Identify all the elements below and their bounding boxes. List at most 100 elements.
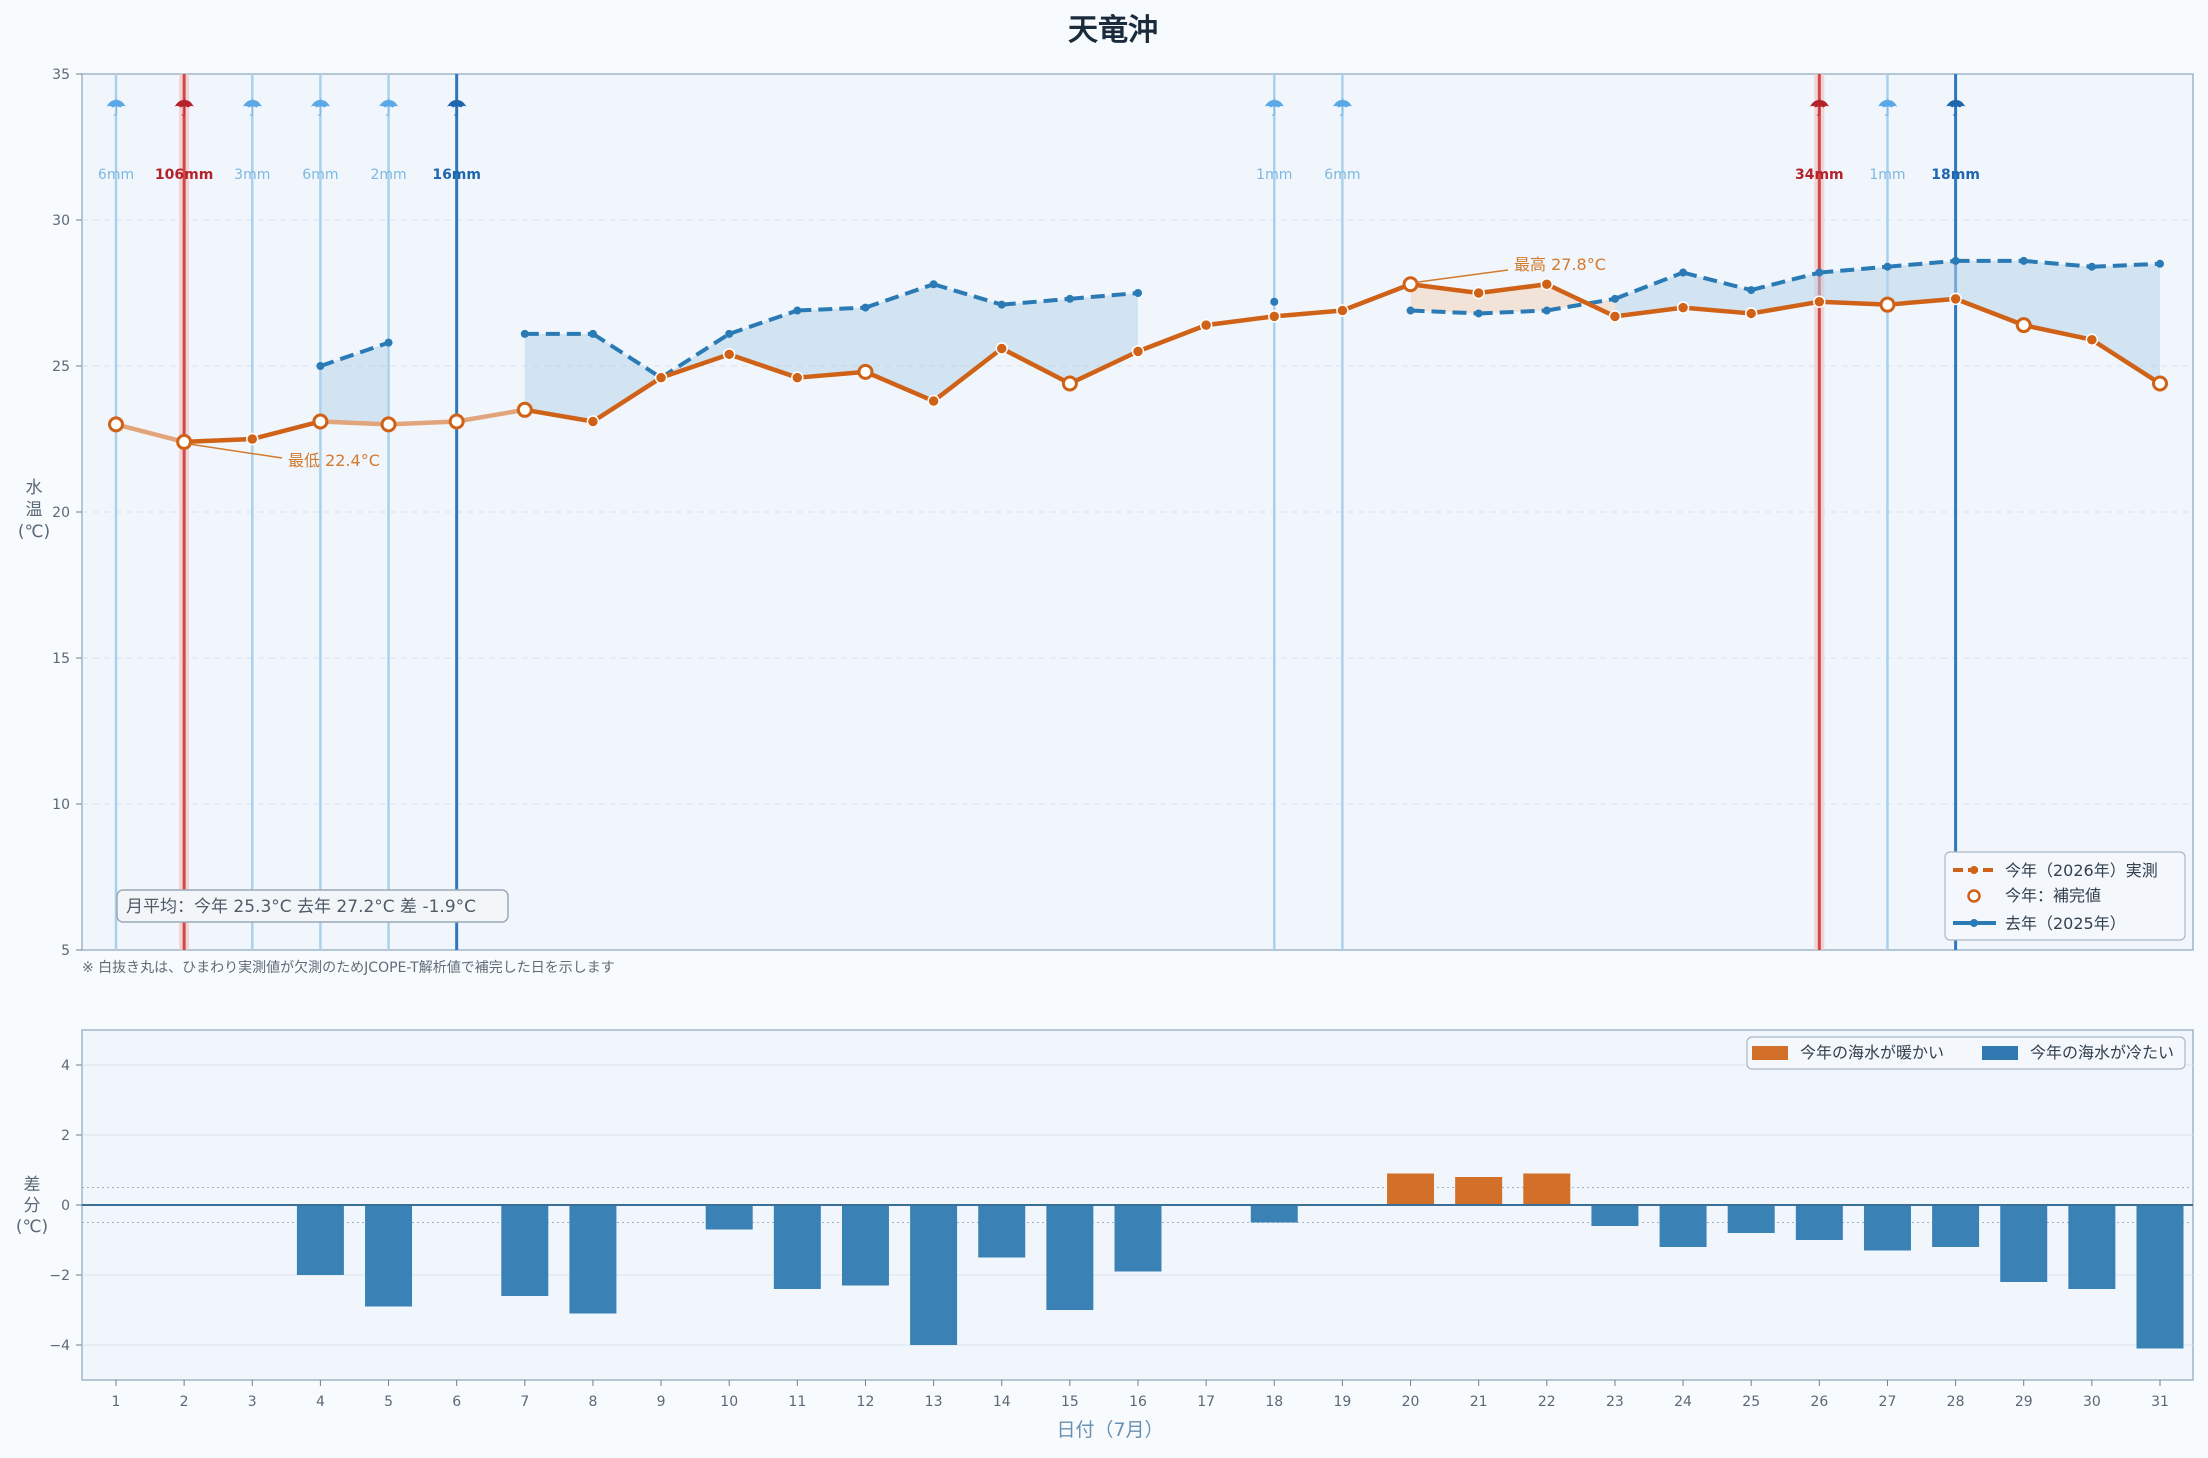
point-2026 <box>1540 277 1554 291</box>
point-2026 <box>927 394 940 408</box>
cold-diff-area <box>1614 272 1684 317</box>
series-line-2025 <box>797 305 866 313</box>
x-tick-label: 30 <box>2083 1394 2101 1410</box>
cold-bar <box>773 1205 821 1289</box>
x-tick-label: 4 <box>316 1394 325 1410</box>
series-line-2026 <box>1135 322 1209 354</box>
rain-label: 1mm <box>1869 167 1905 183</box>
cold-bar <box>365 1205 413 1307</box>
rain-label: 16mm <box>432 167 481 183</box>
series-line-2025 <box>1546 296 1616 313</box>
imputed-point-2026 <box>516 401 533 418</box>
series-line-2025 <box>728 308 798 336</box>
point-2026 <box>2085 333 2099 346</box>
legend-label-2026: 今年（2026年）実測 <box>2005 861 2158 880</box>
cold-diff-area <box>1887 260 1956 305</box>
x-tick-label: 18 <box>1265 1394 1283 1410</box>
point-2025 <box>2087 262 2096 271</box>
y-tick-label: 30 <box>52 213 70 229</box>
point-2025 <box>2019 256 2028 265</box>
cold-bar <box>2000 1205 2048 1282</box>
cold-bar <box>705 1205 753 1230</box>
series-line-2025 <box>319 340 390 368</box>
imputed-point-2026 <box>2152 375 2168 392</box>
point-2026 <box>1813 295 1826 309</box>
max-annotation-arrow <box>1416 269 1509 283</box>
point-2026 <box>1472 286 1485 300</box>
point-2026 <box>791 371 804 384</box>
cold-bar <box>2136 1205 2184 1349</box>
rain-label: 6mm <box>98 167 134 183</box>
point-2025 <box>1815 268 1824 277</box>
cold-bar <box>1659 1205 1707 1247</box>
imputed-point-2026 <box>1061 375 1078 392</box>
imputed-point-2026 <box>2015 317 2032 334</box>
umbrella-icon: ☂ <box>1945 94 1967 122</box>
point-2026 <box>995 342 1008 355</box>
point-2025 <box>1747 286 1756 295</box>
chart-title: 天竜沖 <box>1068 13 1158 48</box>
monthly-average-text: 月平均：今年 25.3°C 去年 27.2°C 差 -1.9°C <box>126 897 476 917</box>
cold-diff-area <box>933 284 1002 402</box>
series-line-2026 <box>1748 299 1822 316</box>
cold-diff-area <box>524 333 593 422</box>
point-2026 <box>1949 292 1962 306</box>
cold-bar <box>501 1205 549 1296</box>
point-2026 <box>1199 318 1213 332</box>
point-2025 <box>1883 262 1892 271</box>
x-tick-label: 22 <box>1538 1394 1556 1410</box>
imputed-point-2026 <box>380 416 397 433</box>
x-tick-label: 28 <box>1947 1394 1965 1410</box>
series-line-2025 <box>1614 270 1684 301</box>
y-tick-label: 25 <box>52 359 70 375</box>
y-tick-label: 35 <box>52 67 70 83</box>
rain-label: 6mm <box>302 167 338 183</box>
warm-bar <box>1455 1177 1503 1205</box>
series-line-2026 <box>1817 299 1890 307</box>
point-2025 <box>520 329 529 338</box>
series-line-2025 <box>1682 270 1752 293</box>
cold-diff-area <box>320 342 389 425</box>
umbrella-icon: ☂ <box>1809 94 1831 122</box>
cold-diff-area <box>661 333 730 378</box>
point-2025 <box>588 329 597 338</box>
series-line-2025 <box>1478 308 1547 316</box>
legend-swatch-cold <box>1982 1046 2018 1060</box>
series-line-2025 <box>1069 291 1139 301</box>
rain-label: 34mm <box>1795 167 1844 183</box>
series-line-2026 <box>113 422 187 445</box>
x-tick-label: 2 <box>180 1394 189 1410</box>
y-axis-label: 水温(℃) <box>18 478 50 542</box>
umbrella-icon: ☂ <box>1332 94 1354 122</box>
cold-diff-area <box>1069 293 1138 384</box>
point-2026 <box>654 371 668 384</box>
rain-label: 18mm <box>1931 167 1980 183</box>
y-tick-label: 5 <box>61 943 70 959</box>
cold-bar <box>1591 1205 1639 1226</box>
imputed-point-2026 <box>857 363 874 380</box>
x-tick-label: 31 <box>2151 1394 2169 1410</box>
point-2025 <box>929 280 938 289</box>
x-tick-label: 15 <box>1061 1394 1079 1410</box>
point-2026 <box>1744 307 1758 320</box>
cold-diff-area <box>797 307 866 378</box>
legend-label-imputed: 今年：補完値 <box>2005 886 2101 905</box>
cold-bar <box>296 1205 344 1275</box>
series-line-2025 <box>1001 296 1071 307</box>
series-line-2026 <box>250 419 323 442</box>
imputed-point-2026 <box>108 416 124 433</box>
cold-bar <box>569 1205 617 1314</box>
point-2025 <box>1134 289 1142 297</box>
umbrella-icon: ☂ <box>310 94 332 122</box>
series-line-2025 <box>933 282 1003 307</box>
cold-bar <box>1046 1205 1094 1310</box>
series-line-2026 <box>1544 281 1618 319</box>
series-line-2026 <box>590 375 664 424</box>
point-2025 <box>1406 306 1415 315</box>
legend-marker-2026 <box>1970 866 1978 874</box>
y-tick-label: 20 <box>52 505 70 521</box>
rain-label: 106mm <box>155 167 213 183</box>
series-line-2026 <box>318 419 391 427</box>
